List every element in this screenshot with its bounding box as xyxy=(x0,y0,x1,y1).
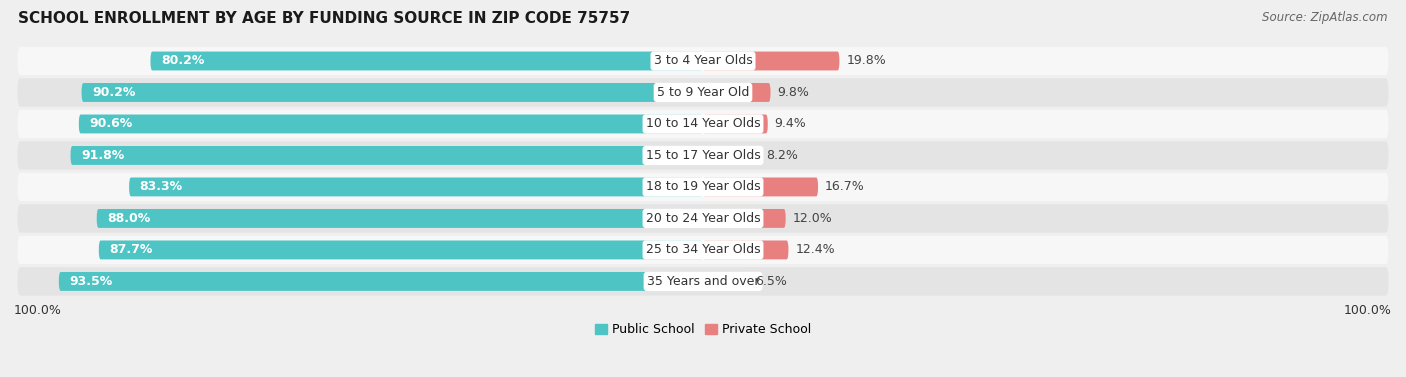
Text: 90.6%: 90.6% xyxy=(89,118,132,130)
Text: 91.8%: 91.8% xyxy=(82,149,124,162)
FancyBboxPatch shape xyxy=(17,204,1389,233)
Text: 88.0%: 88.0% xyxy=(107,212,150,225)
Text: 18 to 19 Year Olds: 18 to 19 Year Olds xyxy=(645,181,761,193)
Text: 19.8%: 19.8% xyxy=(846,55,886,67)
FancyBboxPatch shape xyxy=(17,141,1389,170)
Text: 9.8%: 9.8% xyxy=(778,86,810,99)
Text: 12.0%: 12.0% xyxy=(793,212,832,225)
Text: 90.2%: 90.2% xyxy=(91,86,135,99)
Text: 83.3%: 83.3% xyxy=(139,181,183,193)
Text: 100.0%: 100.0% xyxy=(1344,304,1392,317)
Text: 80.2%: 80.2% xyxy=(160,55,204,67)
FancyBboxPatch shape xyxy=(17,236,1389,264)
FancyBboxPatch shape xyxy=(703,272,748,291)
Text: SCHOOL ENROLLMENT BY AGE BY FUNDING SOURCE IN ZIP CODE 75757: SCHOOL ENROLLMENT BY AGE BY FUNDING SOUR… xyxy=(18,11,630,26)
FancyBboxPatch shape xyxy=(82,83,703,102)
FancyBboxPatch shape xyxy=(703,209,786,228)
Text: 35 Years and over: 35 Years and over xyxy=(647,275,759,288)
Text: 25 to 34 Year Olds: 25 to 34 Year Olds xyxy=(645,244,761,256)
FancyBboxPatch shape xyxy=(98,241,703,259)
FancyBboxPatch shape xyxy=(79,115,703,133)
Text: 3 to 4 Year Olds: 3 to 4 Year Olds xyxy=(654,55,752,67)
Text: 15 to 17 Year Olds: 15 to 17 Year Olds xyxy=(645,149,761,162)
FancyBboxPatch shape xyxy=(703,178,818,196)
Text: 10 to 14 Year Olds: 10 to 14 Year Olds xyxy=(645,118,761,130)
FancyBboxPatch shape xyxy=(703,52,839,70)
Text: Source: ZipAtlas.com: Source: ZipAtlas.com xyxy=(1263,11,1388,24)
Text: 100.0%: 100.0% xyxy=(14,304,62,317)
Text: 8.2%: 8.2% xyxy=(766,149,799,162)
FancyBboxPatch shape xyxy=(17,78,1389,107)
FancyBboxPatch shape xyxy=(70,146,703,165)
Text: 93.5%: 93.5% xyxy=(69,275,112,288)
Legend: Public School, Private School: Public School, Private School xyxy=(589,319,817,342)
Text: 6.5%: 6.5% xyxy=(755,275,786,288)
FancyBboxPatch shape xyxy=(17,110,1389,138)
FancyBboxPatch shape xyxy=(150,52,703,70)
FancyBboxPatch shape xyxy=(59,272,703,291)
FancyBboxPatch shape xyxy=(703,115,768,133)
FancyBboxPatch shape xyxy=(129,178,703,196)
Text: 9.4%: 9.4% xyxy=(775,118,807,130)
Text: 87.7%: 87.7% xyxy=(110,244,152,256)
Text: 20 to 24 Year Olds: 20 to 24 Year Olds xyxy=(645,212,761,225)
FancyBboxPatch shape xyxy=(17,173,1389,201)
FancyBboxPatch shape xyxy=(17,267,1389,296)
FancyBboxPatch shape xyxy=(703,83,770,102)
FancyBboxPatch shape xyxy=(703,146,759,165)
Text: 16.7%: 16.7% xyxy=(825,181,865,193)
Text: 12.4%: 12.4% xyxy=(796,244,835,256)
Text: 5 to 9 Year Old: 5 to 9 Year Old xyxy=(657,86,749,99)
FancyBboxPatch shape xyxy=(97,209,703,228)
FancyBboxPatch shape xyxy=(703,241,789,259)
FancyBboxPatch shape xyxy=(17,47,1389,75)
